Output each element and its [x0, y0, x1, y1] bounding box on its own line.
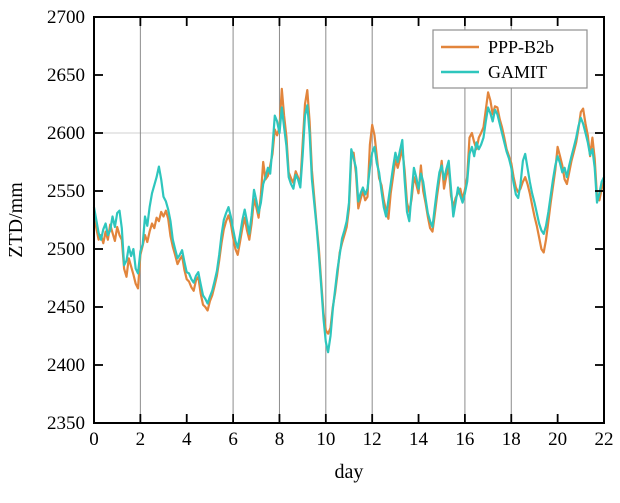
y-tick-label: 2650: [47, 65, 85, 86]
ticks: [93, 16, 605, 424]
y-tick-label: 2350: [47, 413, 85, 434]
legend-label-gamit: GAMIT: [488, 62, 547, 82]
legend: PPP-B2b GAMIT: [432, 29, 588, 89]
y-tick-label: 2700: [47, 7, 85, 28]
legend-box: [432, 29, 588, 89]
x-tick-label: 8: [275, 429, 285, 450]
series-lines: [92, 87, 606, 354]
gamit-line: [92, 104, 606, 354]
x-tick-label: 20: [548, 429, 567, 450]
x-tick-label: 10: [316, 429, 335, 450]
y-tick-label: 2500: [47, 239, 85, 260]
x-tick-label: 6: [228, 429, 238, 450]
x-tick-label: 12: [363, 429, 382, 450]
plot-border: [93, 16, 605, 424]
y-tick-label: 2400: [47, 355, 85, 376]
x-tick-label: 4: [182, 429, 192, 450]
x-tick-label: 2: [136, 429, 146, 450]
y-axis-label: ZTD/mm: [5, 182, 27, 258]
x-tick-label: 14: [409, 429, 429, 450]
y-tick-label: 2450: [47, 297, 85, 318]
x-tick-label: 0: [89, 429, 99, 450]
x-tick-label: 18: [502, 429, 521, 450]
x-tick-label: 16: [455, 429, 474, 450]
legend-label-ppp-b2b: PPP-B2b: [488, 37, 554, 57]
y-tick-label: 2600: [47, 123, 85, 144]
y-tick-label: 2550: [47, 181, 85, 202]
tick-labels: 0 2 4 6 8 10 12 14 16 18 20 22 2350 2400 2450 2500 2550 2…: [47, 7, 614, 450]
x-tick-label: 22: [595, 429, 614, 450]
x-axis-label: day: [335, 461, 364, 483]
